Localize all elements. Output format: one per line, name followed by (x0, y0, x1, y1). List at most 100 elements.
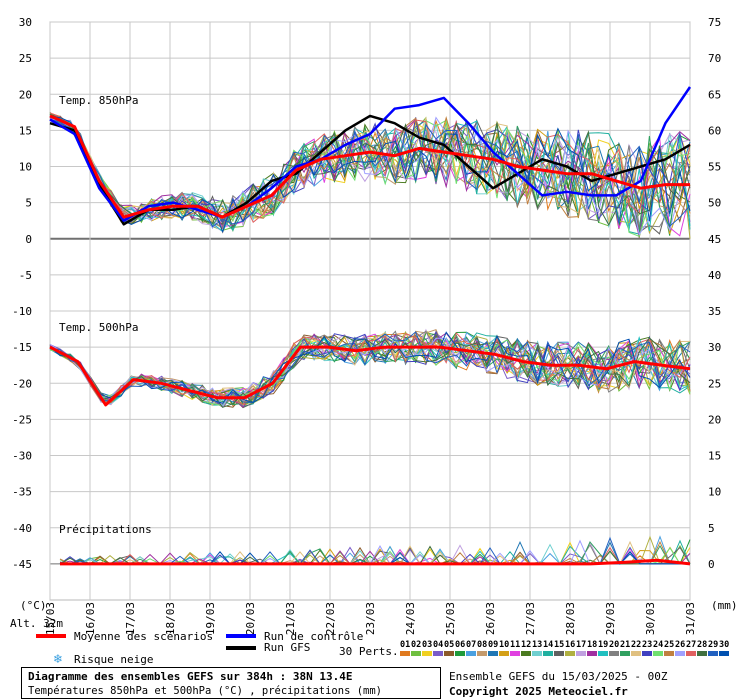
x-date-label: 31/03 (684, 602, 697, 635)
perturbation-swatches (400, 651, 729, 656)
perturbation-number: 19 (598, 640, 608, 650)
perturbation-swatch (543, 651, 553, 656)
left-tick-label: -45 (12, 558, 32, 571)
left-tick-label: -10 (12, 305, 32, 318)
left-tick-label: -5 (19, 269, 32, 282)
altitude-label: Alt. 32m (10, 617, 63, 630)
ensemble-member-precip (60, 539, 690, 565)
perturbation-swatch (675, 651, 685, 656)
chart-title: Diagramme des ensembles GEFS sur 384h : … (28, 670, 353, 683)
perturbation-swatch (422, 651, 432, 656)
left-axis-ticks: 30 25 20 15 10 5 0 -5 -10 -15 -20 -25 -30 -35 -40 -45 (12, 16, 32, 571)
perturbation-number: 16 (565, 640, 575, 650)
perturbation-swatch (466, 651, 476, 656)
perturbation-number: 28 (697, 640, 707, 650)
mean-precip-line (60, 558, 691, 566)
right-tick-label: 65 (708, 88, 721, 101)
left-tick-label: -35 (12, 486, 32, 499)
legend-mean-label: Moyenne des scénarios (74, 630, 213, 643)
perturbation-number: 18 (587, 640, 597, 650)
left-tick-label: -25 (12, 413, 32, 426)
perturbation-swatch (719, 651, 729, 656)
mean-t850-line (49, 114, 690, 219)
perturbation-swatch (521, 651, 531, 656)
ensemble-member-500 (49, 331, 691, 403)
left-tick-label: 5 (25, 197, 32, 210)
perturbation-number: 25 (664, 640, 674, 650)
perturbation-swatch (400, 651, 410, 656)
chart-grid (49, 21, 691, 601)
perturbation-swatch (488, 651, 498, 656)
perturbation-number: 01 (400, 640, 410, 650)
legend-snow-label: Risque neige (74, 653, 153, 666)
perturbation-swatch (620, 651, 630, 656)
ensemble-member-850 (49, 112, 691, 223)
perturbation-number: 20 (609, 640, 619, 650)
perturbation-number: 08 (477, 640, 487, 650)
right-tick-label: 15 (708, 450, 721, 463)
perturbation-swatch (653, 651, 663, 656)
perturbation-number: 02 (411, 640, 421, 650)
perturbation-swatch (664, 651, 674, 656)
precip-label: Précipitations (59, 523, 152, 536)
perturbation-swatch (598, 651, 608, 656)
perturbation-number: 11 (510, 640, 520, 650)
perturbation-swatch (697, 651, 707, 656)
right-tick-label: 70 (708, 52, 721, 65)
ensemble-member-850 (49, 116, 691, 239)
copyright: Copyright 2025 Meteociel.fr (449, 685, 628, 698)
t500-label: Temp. 500hPa (59, 321, 138, 334)
legend-control-label: Run de contrôle (264, 630, 363, 643)
perturbation-number: 17 (576, 640, 586, 650)
x-date-label: 24/03 (404, 602, 417, 635)
perturbation-swatch (477, 651, 487, 656)
perturbation-number: 23 (642, 640, 652, 650)
perturbation-number: 27 (686, 640, 696, 650)
x-date-label: 26/03 (484, 602, 497, 635)
right-tick-label: 30 (708, 341, 721, 354)
perturbation-swatch (565, 651, 575, 656)
left-tick-label: -40 (12, 522, 32, 535)
right-tick-label: 5 (708, 522, 715, 535)
perturbation-numbers: 01 02 03 04 05 06 07 08 09 10 11 12 13 14 15 16 17 18 19 20… (400, 640, 729, 650)
perturbation-number: 22 (631, 640, 641, 650)
perturbation-number: 12 (521, 640, 531, 650)
perturbation-swatch (576, 651, 586, 656)
perturbation-number: 04 (433, 640, 443, 650)
perturbation-number: 09 (488, 640, 498, 650)
run-info: Ensemble GEFS du 15/03/2025 - 00Z (449, 670, 668, 683)
x-date-label: 17/03 (124, 602, 137, 635)
t850-label: Temp. 850hPa (59, 94, 138, 107)
x-date-label: 29/03 (604, 602, 617, 635)
left-tick-label: 10 (19, 161, 32, 174)
perturbation-number: 21 (620, 640, 630, 650)
chart-subtitle: Températures 850hPa et 500hPa (°C) , pré… (28, 685, 383, 697)
right-tick-label: 55 (708, 161, 721, 174)
perturbation-swatch (444, 651, 454, 656)
snowflake-icon: ❄ (53, 652, 63, 666)
x-date-label: 23/03 (364, 602, 377, 635)
perturbation-swatch (510, 651, 520, 656)
right-tick-label: 35 (708, 305, 721, 318)
left-tick-label: 15 (19, 124, 32, 137)
right-tick-label: 75 (708, 16, 721, 29)
perturbation-number: 30 (719, 640, 729, 650)
title-box: Diagramme des ensembles GEFS sur 384h : … (21, 667, 441, 699)
x-date-label: 28/03 (564, 602, 577, 635)
x-date-label: 30/03 (644, 602, 657, 635)
mean-t500-line (49, 345, 691, 407)
right-tick-label: 45 (708, 233, 721, 246)
perturbation-number: 10 (499, 640, 509, 650)
x-date-label: 27/03 (524, 602, 537, 635)
x-date-label: 21/03 (284, 602, 297, 635)
perturbation-swatch (433, 651, 443, 656)
x-date-label: 15/03 (44, 602, 57, 635)
x-date-label: 18/03 (164, 602, 177, 635)
right-tick-label: 25 (708, 377, 721, 390)
left-unit: (°C) (20, 599, 47, 612)
perturbation-swatch (642, 651, 652, 656)
right-tick-label: 10 (708, 486, 721, 499)
perturbation-number: 29 (708, 640, 718, 650)
